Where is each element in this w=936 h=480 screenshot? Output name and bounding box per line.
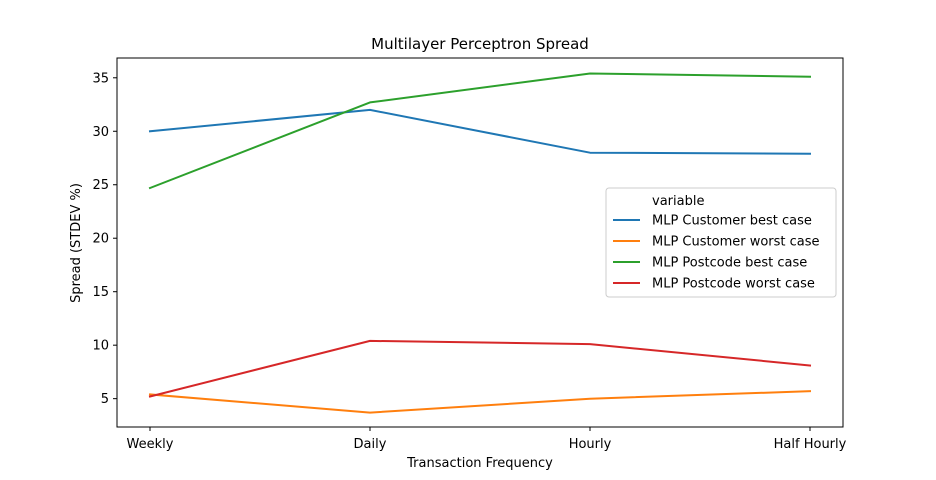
x-tick-label: Weekly xyxy=(127,437,174,452)
legend: variable MLP Customer best case MLP Custom… xyxy=(605,187,837,298)
y-tick-label: 15 xyxy=(92,285,109,300)
legend-entry-label: MLP Postcode best case xyxy=(652,256,807,271)
y-tick-label: 5 xyxy=(101,392,109,407)
x-axis-label: Transaction Frequency xyxy=(406,456,553,471)
series-line-1 xyxy=(148,108,812,155)
legend-title: variable xyxy=(652,194,704,209)
legend-entry-label: MLP Customer best case xyxy=(652,214,812,229)
legend-entry-label: MLP Customer worst case xyxy=(652,235,820,250)
chart-title: Multilayer Perceptron Spread xyxy=(371,35,589,53)
x-tick-label: Half Hourly xyxy=(774,437,847,452)
x-tick-label: Hourly xyxy=(569,437,612,452)
series-line-2 xyxy=(148,390,812,414)
x-axis: Weekly Daily Hourly Half Hourly xyxy=(127,427,847,452)
legend-box xyxy=(605,187,837,298)
y-axis: 5 10 15 20 25 30 35 xyxy=(92,71,117,407)
series-layer xyxy=(148,72,812,414)
y-tick-label: 25 xyxy=(92,178,109,193)
y-axis-label: Spread (STDEV %) xyxy=(69,183,84,303)
y-tick-label: 10 xyxy=(92,339,109,354)
plot-area-frame xyxy=(116,57,844,428)
series-line-4 xyxy=(148,339,812,398)
y-tick-label: 20 xyxy=(92,232,109,247)
x-tick-label: Daily xyxy=(354,437,387,452)
legend-entry-label: MLP Postcode worst case xyxy=(652,277,815,292)
y-tick-label: 35 xyxy=(92,71,109,86)
series-line-3 xyxy=(148,72,812,190)
y-tick-label: 30 xyxy=(92,125,109,140)
